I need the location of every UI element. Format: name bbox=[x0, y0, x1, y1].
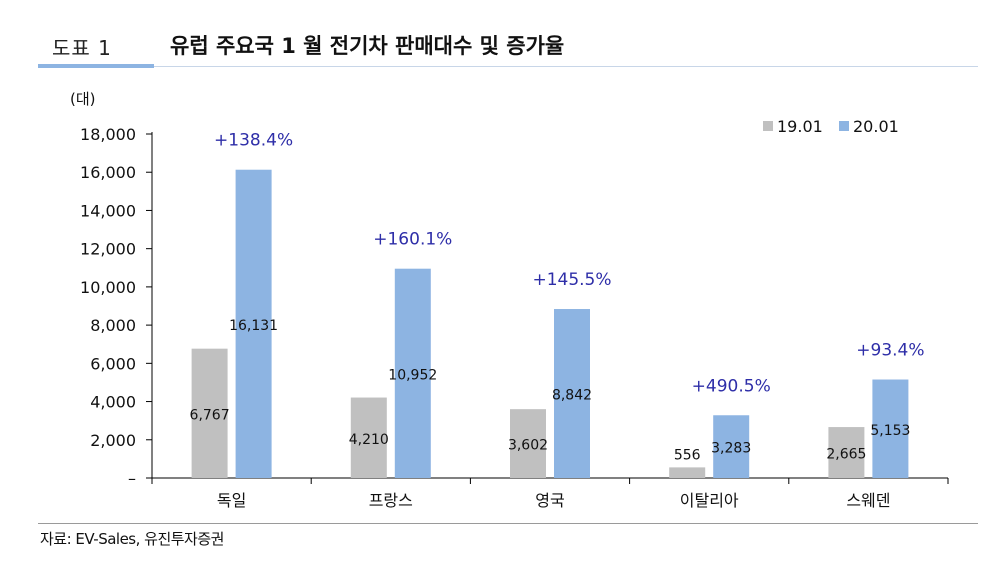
y-tick-label: 18,000 bbox=[80, 125, 136, 144]
data-label: 4,210 bbox=[349, 432, 389, 448]
y-tick-label: 2,000 bbox=[90, 431, 136, 450]
legend-label: 19.01 bbox=[777, 117, 823, 136]
y-axis-unit-label: (대) bbox=[70, 90, 96, 108]
y-tick-label: 12,000 bbox=[80, 240, 136, 259]
bar bbox=[510, 409, 546, 478]
bar bbox=[872, 379, 909, 478]
title-rule bbox=[154, 66, 978, 67]
data-label: 8,842 bbox=[552, 388, 592, 404]
bar bbox=[350, 397, 387, 478]
legend-label: 20.01 bbox=[853, 117, 899, 136]
y-tick-label: 10,000 bbox=[80, 278, 136, 297]
bar bbox=[235, 169, 272, 478]
bar bbox=[669, 467, 706, 478]
data-label: 10,952 bbox=[388, 367, 437, 383]
x-tick-label: 영국 bbox=[535, 491, 564, 510]
data-label: 2,665 bbox=[826, 447, 866, 463]
growth-label: +145.5% bbox=[532, 270, 611, 290]
legend-swatch bbox=[763, 121, 773, 131]
y-tick-label: 4,000 bbox=[90, 393, 136, 412]
growth-label: +93.4% bbox=[856, 341, 924, 361]
x-tick-label: 스웨덴 bbox=[846, 491, 890, 510]
legend-swatch bbox=[839, 121, 849, 131]
chart-title: 유럽 주요국 1 월 전기차 판매대수 및 증가율 bbox=[170, 34, 565, 58]
x-axis: 독일 프랑스 영국 이탈리아 스웨덴 bbox=[151, 477, 949, 510]
data-label: 3,602 bbox=[508, 438, 548, 454]
bar-chart: (대) – 2,000 4,000 6,000 8,000 10,000 12,000 14,… bbox=[70, 90, 949, 510]
growth-label: +138.4% bbox=[214, 131, 293, 151]
y-tick-label: 8,000 bbox=[90, 316, 136, 335]
data-label: 6,767 bbox=[190, 407, 230, 423]
bar bbox=[554, 309, 590, 478]
x-tick-label: 독일 bbox=[217, 491, 246, 510]
y-tick-label: 14,000 bbox=[80, 201, 136, 220]
x-tick-label: 프랑스 bbox=[369, 491, 413, 510]
x-tick-label: 이탈리아 bbox=[680, 491, 739, 510]
bar bbox=[191, 348, 228, 478]
figure-label: 도표 1 bbox=[52, 36, 112, 60]
bar bbox=[713, 415, 750, 478]
y-axis: – 2,000 4,000 6,000 8,000 10,000 12,000 14,000 1… bbox=[80, 125, 153, 488]
source-note: 자료: EV-Sales, 유진투자증권 bbox=[40, 530, 224, 548]
y-tick-label: 6,000 bbox=[90, 354, 136, 373]
data-label: 556 bbox=[674, 447, 701, 463]
data-label: 3,283 bbox=[711, 441, 751, 457]
y-tick-label: 16,000 bbox=[80, 163, 136, 182]
bars: 6,767 16,131 +138.4% 4,210 10,952 +160.1% 3,60… bbox=[190, 131, 925, 478]
legend: 19.01 20.01 bbox=[763, 117, 899, 136]
growth-label: +490.5% bbox=[692, 376, 771, 396]
y-tick-label: – bbox=[128, 469, 136, 488]
growth-label: +160.1% bbox=[373, 230, 452, 250]
data-label: 16,131 bbox=[229, 318, 278, 334]
data-label: 5,153 bbox=[870, 423, 910, 439]
title-accent-rule bbox=[38, 64, 154, 68]
bar bbox=[828, 427, 865, 478]
bar bbox=[394, 268, 431, 478]
source-rule bbox=[38, 523, 978, 524]
